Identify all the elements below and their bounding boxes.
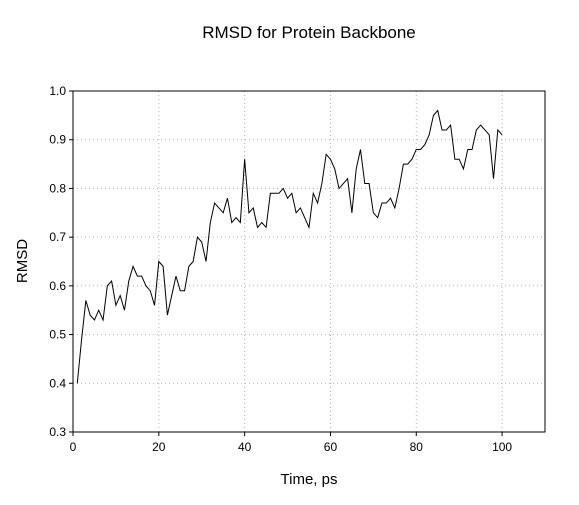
y-tick-label: 0.6 <box>49 279 66 293</box>
series-line-0 <box>76 109 503 384</box>
x-tick-label: 100 <box>492 440 512 454</box>
y-tick-label: 0.7 <box>49 230 66 244</box>
x-axis-title: Time, ps <box>281 471 338 488</box>
x-tick-label: 20 <box>152 440 166 454</box>
y-tick-label: 0.9 <box>49 133 66 147</box>
y-axis-title: RMSD <box>14 239 31 283</box>
plot-area-frame <box>72 90 546 433</box>
y-tick-label: 0.8 <box>49 181 66 195</box>
y-tick-label: 0.5 <box>49 328 66 342</box>
x-tick-label: 60 <box>324 440 338 454</box>
grid <box>73 91 545 432</box>
chart-title: RMSD for Protein Backbone <box>202 23 416 42</box>
y-tick-label: 0.3 <box>49 425 66 439</box>
axis-ticks: 0 20 40 60 80 100 0.3 0.4 0.5 0.6 0.7 0.8 0.9 1.0 <box>49 84 512 454</box>
x-tick-label: 40 <box>238 440 252 454</box>
series-layer <box>76 109 503 384</box>
y-tick-label: 0.4 <box>49 376 66 390</box>
x-tick-label: 80 <box>410 440 424 454</box>
x-tick-label: 0 <box>70 440 77 454</box>
y-tick-label: 1.0 <box>49 84 66 98</box>
